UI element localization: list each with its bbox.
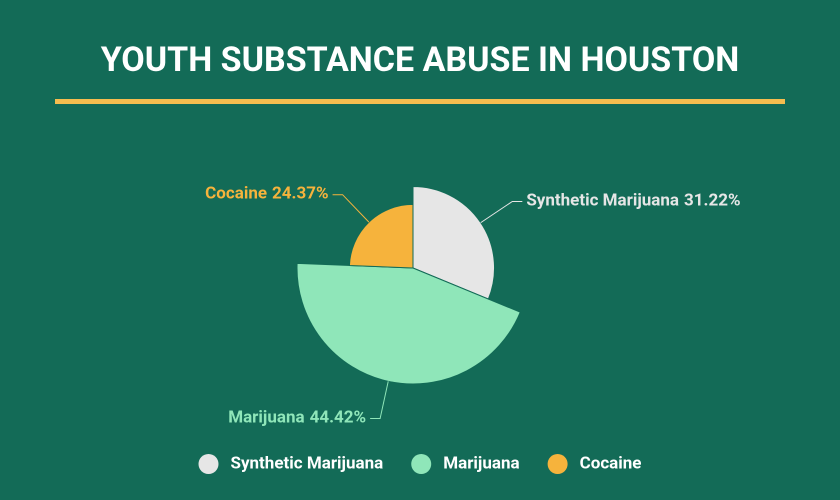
title-underline xyxy=(55,99,785,104)
pie-slice xyxy=(348,203,414,269)
chart-title: YOUTH SUBSTANCE ABUSE IN HOUSTON xyxy=(101,40,740,80)
legend: Synthetic Marijuana Marijuana Cocaine xyxy=(198,453,642,474)
legend-marker xyxy=(547,454,568,474)
label-line xyxy=(370,381,389,419)
slice-label-value: 24.37% xyxy=(272,184,329,204)
legend-marker xyxy=(198,454,219,474)
legend-label: Cocaine xyxy=(580,453,642,473)
slice-label: Marijuana 44.42% xyxy=(228,408,366,428)
label-line xyxy=(480,200,523,224)
slice-label-name: Synthetic Marijuana xyxy=(526,191,679,211)
label-line xyxy=(332,194,370,223)
slice-label-name: Cocaine xyxy=(205,184,267,204)
slice-label: Cocaine 24.37% xyxy=(205,184,328,204)
legend-label: Marijuana xyxy=(443,453,519,473)
slice-label-name: Marijuana xyxy=(228,408,304,428)
legend-marker xyxy=(411,454,432,474)
legend-label: Synthetic Marijuana xyxy=(231,453,384,473)
slice-label-value: 31.22% xyxy=(684,191,741,211)
slice-label: Synthetic Marijuana 31.22% xyxy=(526,191,740,211)
pie-slice xyxy=(296,262,521,385)
slice-label-value: 44.42% xyxy=(310,408,367,428)
